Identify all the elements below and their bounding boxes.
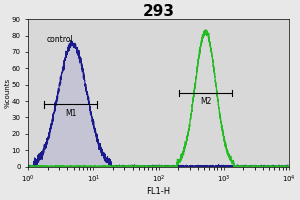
Y-axis label: %counts: %counts — [4, 78, 10, 108]
Text: control: control — [46, 35, 73, 44]
Text: M1: M1 — [65, 109, 76, 118]
Text: M2: M2 — [200, 97, 211, 106]
Title: 293: 293 — [142, 4, 175, 19]
X-axis label: FL1-H: FL1-H — [146, 187, 171, 196]
